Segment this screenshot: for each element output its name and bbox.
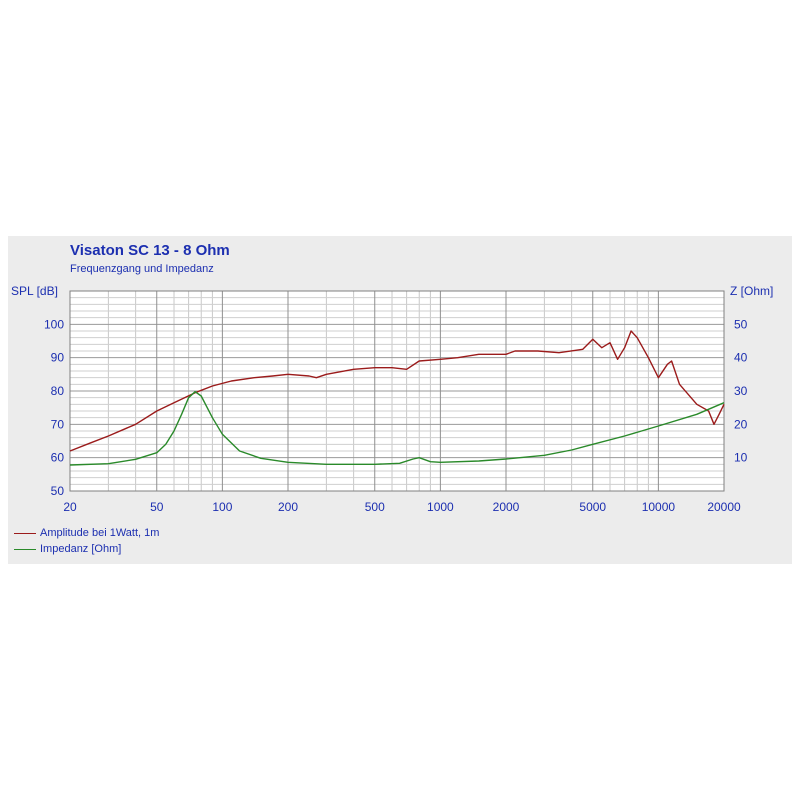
- x-tick-label: 20000: [707, 500, 741, 514]
- x-tick-label: 500: [365, 500, 385, 514]
- y-left-tick-label: 80: [51, 384, 65, 398]
- plot-frame: [69, 290, 725, 492]
- x-tick-label: 5000: [579, 500, 606, 514]
- y-right-tick-label: 50: [734, 317, 748, 331]
- chart-plot: 20 50 100 200 500 1000 2000 5000 10000 20000 50 60 7…: [44, 290, 748, 514]
- y-left-tick-label: 60: [51, 451, 65, 465]
- y-right-tick-label: 20: [734, 417, 748, 431]
- legend-swatch-amplitude: [14, 532, 36, 534]
- y-axis-left-label: SPL [dB]: [11, 284, 58, 298]
- x-tick-label: 200: [278, 500, 298, 514]
- x-tick-label: 20: [63, 500, 77, 514]
- chart-figure: Visaton SC 13 - 8 Ohm Frequenzgang und I…: [8, 236, 792, 564]
- x-tick-label: 2000: [493, 500, 520, 514]
- series-line-impedance: [69, 390, 725, 466]
- x-tick-label: 1000: [427, 500, 454, 514]
- legend-swatch-impedance: [14, 548, 36, 550]
- chart-subtitle: Frequenzgang und Impedanz: [70, 263, 214, 275]
- y-left-tick-label: 70: [51, 417, 65, 431]
- y-axis-right-label: Z [Ohm]: [730, 284, 774, 298]
- legend-item-impedance: Impedanz [Ohm]: [14, 541, 159, 557]
- x-tick-label: 10000: [642, 500, 676, 514]
- legend-label-amplitude: Amplitude bei 1Watt, 1m: [40, 527, 160, 539]
- y-left-tick-label: 50: [51, 484, 65, 498]
- legend-label-impedance: Impedanz [Ohm]: [40, 543, 122, 555]
- legend-item-amplitude: Amplitude bei 1Watt, 1m: [14, 525, 159, 541]
- x-tick-label: 100: [212, 500, 232, 514]
- y-right-tick-label: 40: [734, 351, 748, 365]
- y-right-tick-label: 10: [734, 451, 748, 465]
- y-left-tick-label: 90: [51, 351, 65, 365]
- y-left-tick-label: 100: [44, 317, 64, 331]
- chart-title: Visaton SC 13 - 8 Ohm: [70, 242, 230, 259]
- x-tick-label: 50: [150, 500, 164, 514]
- legend: Amplitude bei 1Watt, 1m Impedanz [Ohm]: [14, 525, 159, 557]
- series-line-amplitude: [69, 330, 725, 452]
- y-right-tick-label: 30: [734, 384, 748, 398]
